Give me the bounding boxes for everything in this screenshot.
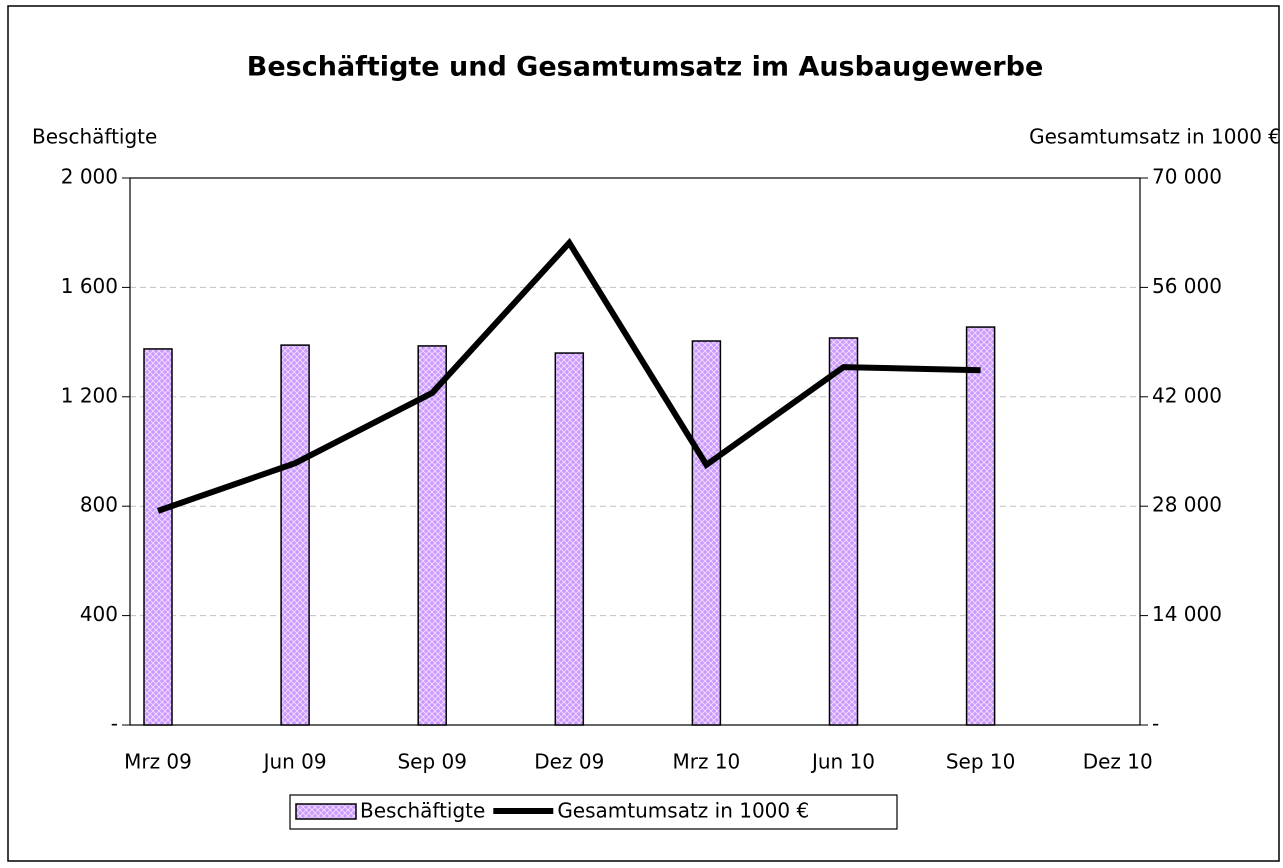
y-axis-label: Beschäftigte [32, 125, 157, 149]
bar [143, 348, 173, 726]
x-tick-label: Mrz 09 [124, 750, 192, 774]
plot-frame [129, 177, 1141, 726]
y-tick-label: 400 [80, 602, 118, 626]
x-tick-label: Dez 10 [1083, 750, 1153, 774]
bar [417, 345, 447, 726]
x-tick-label: Mrz 10 [673, 750, 741, 774]
y2-tick-label: 14 000 [1152, 602, 1222, 626]
bar [554, 352, 585, 726]
bar [828, 337, 859, 726]
line [157, 237, 981, 514]
y-tick-label: 800 [80, 493, 118, 517]
legend [289, 794, 898, 830]
chart-border [7, 5, 1280, 862]
legend-label: Beschäftigte [360, 799, 485, 823]
chart-title: Beschäftigte und Gesamtumsatz im Ausbaug… [247, 52, 1044, 83]
y2-tick-label: 56 000 [1152, 274, 1222, 298]
y-tick-label: 1 600 [61, 274, 118, 298]
legend-label: Gesamtumsatz in 1000 € [557, 799, 809, 823]
legend-swatch [295, 803, 357, 820]
y2-tick-label: - [1152, 712, 1159, 736]
x-tick-label: Jun 09 [262, 750, 327, 774]
y-tick-label: - [111, 712, 118, 736]
x-tick-label: Sep 09 [397, 750, 467, 774]
y-tick-label: 2 000 [61, 165, 118, 189]
y-tick-label: 1 200 [61, 383, 118, 407]
y2-tick-label: 42 000 [1152, 383, 1222, 407]
x-tick-label: Sep 10 [946, 750, 1016, 774]
x-tick-label: Jun 10 [810, 750, 875, 774]
y2-tick-label: 70 000 [1152, 165, 1222, 189]
x-tick-label: Dez 09 [534, 750, 604, 774]
y2-axis-label: Gesamtumsatz in 1000 € [1029, 125, 1281, 149]
y2-tick-label: 28 000 [1152, 493, 1222, 517]
bar [691, 340, 722, 726]
bar [965, 326, 996, 726]
bar [280, 344, 310, 726]
